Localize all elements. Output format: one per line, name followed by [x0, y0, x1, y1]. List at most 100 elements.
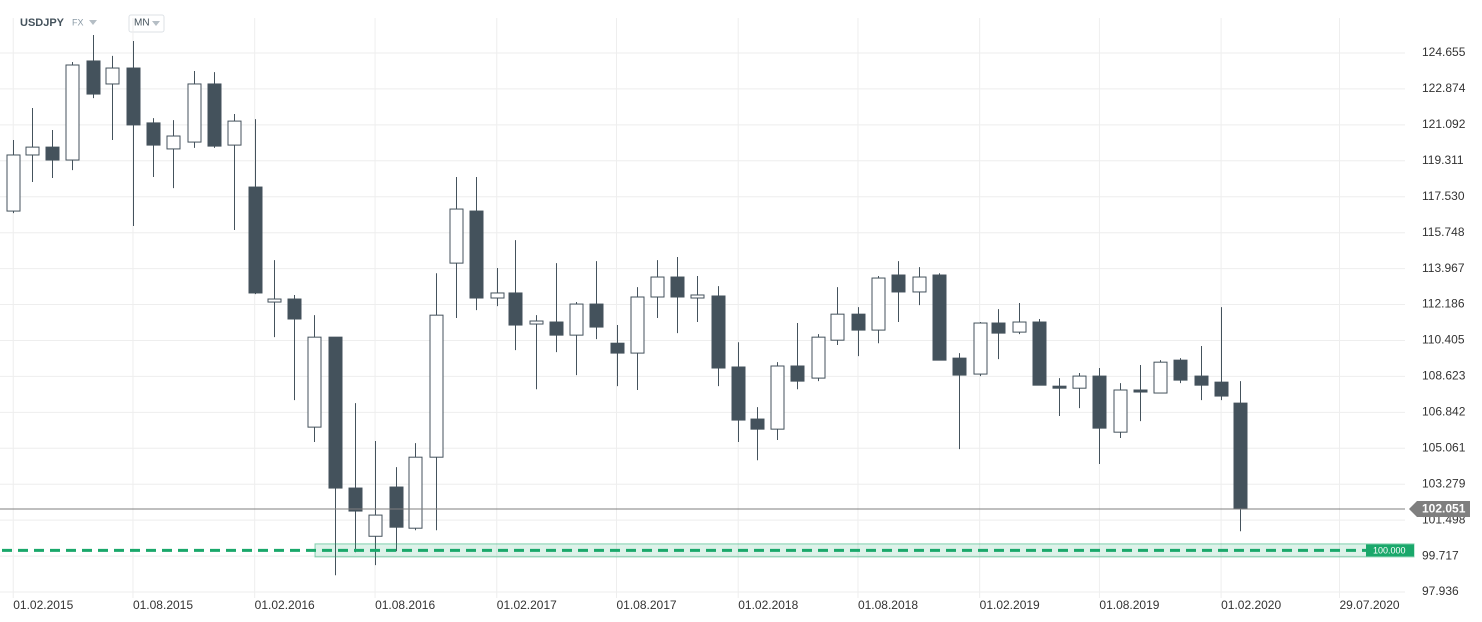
- candle-body: [449, 208, 464, 264]
- alert-tag: [1366, 544, 1414, 557]
- candle-body: [811, 336, 826, 379]
- candle-body: [25, 146, 40, 156]
- y-tick-label: 122.874: [1422, 81, 1466, 95]
- header: USDJPY FX MN: [20, 14, 165, 33]
- timeframe-button[interactable]: [128, 14, 165, 33]
- candle-body: [105, 67, 120, 85]
- candle-body: [973, 322, 988, 375]
- x-tick-label: 01.08.2015: [133, 598, 193, 612]
- candle-body: [529, 320, 544, 325]
- timeframe[interactable]: MN: [134, 18, 150, 29]
- y-tick-label: 119.311: [1422, 153, 1464, 167]
- candle-body: [589, 303, 604, 328]
- candle-body: [1133, 389, 1148, 393]
- candle-body: [408, 456, 423, 529]
- candle-body: [1072, 375, 1087, 389]
- candle-body: [328, 336, 343, 489]
- alert-band: [314, 543, 1415, 558]
- candle-body: [389, 486, 404, 528]
- candle-body: [490, 292, 505, 299]
- candle-body: [1194, 375, 1209, 386]
- y-tick-label: 106.842: [1422, 405, 1466, 419]
- price-tag: [1409, 501, 1470, 518]
- candle-body: [187, 83, 202, 143]
- candle-body: [227, 120, 242, 146]
- x-tick-label: 01.02.2018: [738, 598, 798, 612]
- candle-body: [549, 321, 564, 336]
- candle-body: [1012, 321, 1027, 333]
- candle-body: [1032, 321, 1047, 386]
- candle-body: [750, 418, 765, 430]
- candle-body: [6, 154, 21, 212]
- y-tick-label: 105.061: [1422, 440, 1466, 454]
- candle-body: [1153, 361, 1168, 394]
- y-tick-label: 113.967: [1422, 261, 1465, 275]
- candle-body: [248, 186, 263, 294]
- candle-body: [891, 274, 906, 293]
- y-tick-label: 97.936: [1422, 584, 1459, 598]
- candle-body: [267, 298, 282, 303]
- candle-body: [1113, 389, 1128, 433]
- candle-body: [508, 292, 523, 326]
- candle-body: [790, 365, 805, 382]
- candle-body: [307, 336, 322, 428]
- candle-body: [731, 366, 746, 421]
- candle-body: [711, 295, 726, 369]
- y-tick-label: 121.092: [1422, 117, 1466, 131]
- y-tick-label: 99.717: [1422, 548, 1459, 562]
- candle-body: [1173, 359, 1188, 381]
- candle-body: [287, 298, 302, 320]
- candle-body: [650, 276, 665, 298]
- candle-body: [1214, 381, 1229, 397]
- candle-body: [207, 83, 222, 147]
- candle-body: [86, 60, 101, 95]
- candle-body: [1052, 385, 1067, 389]
- candle-body: [368, 514, 383, 537]
- candle-body: [932, 274, 947, 361]
- candle-body: [166, 135, 181, 150]
- x-tick-label: 01.02.2019: [980, 598, 1040, 612]
- candle-body: [1092, 375, 1107, 429]
- y-tick-label: 112.186: [1422, 297, 1465, 311]
- y-tick-label: 108.623: [1422, 369, 1466, 383]
- price-label: 102.051: [1422, 502, 1466, 516]
- market: FX: [72, 17, 84, 27]
- x-tick-label: 01.08.2017: [617, 598, 677, 612]
- candle-body: [670, 276, 685, 298]
- x-tick-label: 29.07.2020: [1340, 598, 1400, 612]
- candle-body: [429, 314, 444, 458]
- y-tick-label: 103.279: [1422, 476, 1466, 490]
- x-tick-label: 01.08.2018: [858, 598, 918, 612]
- candle-body: [126, 67, 141, 126]
- candle-body: [610, 342, 625, 354]
- x-tick-label: 01.02.2016: [255, 598, 315, 612]
- y-tick-label: 117.530: [1422, 189, 1465, 203]
- candle-body: [871, 277, 886, 331]
- candle-body: [146, 122, 161, 146]
- candle-body: [991, 322, 1006, 334]
- candle-body: [630, 296, 645, 354]
- candle-body: [348, 487, 363, 512]
- candle-body: [65, 64, 80, 161]
- candle-body: [569, 303, 584, 336]
- candle-body: [45, 146, 60, 161]
- timeframe-dropdown[interactable]: [152, 21, 160, 26]
- x-tick-label: 01.02.2017: [497, 598, 557, 612]
- candle-body: [912, 276, 927, 293]
- x-tick-label: 01.02.2020: [1221, 598, 1281, 612]
- candle-body: [851, 313, 866, 331]
- candle-body: [952, 357, 967, 376]
- y-tick-label: 110.405: [1422, 333, 1465, 347]
- y-tick-label: 124.655: [1422, 45, 1466, 59]
- symbol-dropdown[interactable]: [89, 20, 97, 25]
- candle-body: [690, 294, 705, 299]
- alert-label: 100.000: [1373, 545, 1406, 555]
- x-tick-label: 01.08.2019: [1099, 598, 1159, 612]
- x-tick-label: 01.02.2015: [13, 598, 73, 612]
- candle-body: [469, 210, 484, 299]
- candle-body: [770, 365, 785, 430]
- candle-body: [830, 313, 845, 341]
- x-tick-label: 01.08.2016: [375, 598, 435, 612]
- symbol[interactable]: USDJPY: [20, 17, 65, 29]
